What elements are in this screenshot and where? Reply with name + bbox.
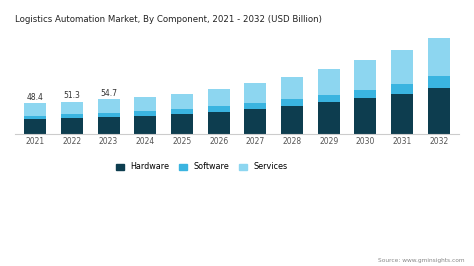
Bar (134, 111, 156, 115)
Bar (318, 69, 340, 95)
Bar (281, 106, 303, 134)
Bar (171, 109, 193, 114)
Bar (171, 94, 193, 109)
Bar (61, 102, 83, 114)
Bar (391, 84, 413, 94)
Bar (244, 83, 266, 103)
Bar (24, 119, 46, 134)
Bar (244, 109, 266, 134)
Bar (391, 94, 413, 134)
Bar (355, 98, 376, 134)
Bar (134, 115, 156, 134)
Bar (281, 77, 303, 99)
Bar (428, 38, 450, 76)
Bar (391, 50, 413, 84)
Bar (244, 103, 266, 109)
Text: 51.3: 51.3 (64, 91, 80, 100)
Bar (171, 114, 193, 134)
Bar (318, 102, 340, 134)
Text: Logistics Automation Market, By Component, 2021 - 2032 (USD Billion): Logistics Automation Market, By Componen… (15, 15, 322, 24)
Bar (281, 99, 303, 106)
Bar (208, 106, 230, 112)
Bar (98, 117, 119, 134)
Text: Source: www.gminsights.com: Source: www.gminsights.com (378, 258, 465, 263)
Bar (208, 112, 230, 134)
Bar (208, 89, 230, 106)
Bar (61, 114, 83, 118)
Text: 54.7: 54.7 (100, 89, 117, 98)
Bar (24, 103, 46, 115)
Bar (98, 113, 119, 117)
Legend: Hardware, Software, Services: Hardware, Software, Services (112, 159, 291, 175)
Bar (61, 118, 83, 134)
Bar (24, 115, 46, 119)
Bar (134, 97, 156, 111)
Bar (428, 88, 450, 134)
Bar (98, 99, 119, 113)
Bar (318, 95, 340, 102)
Text: 48.4: 48.4 (27, 93, 44, 102)
Bar (355, 60, 376, 90)
Bar (355, 90, 376, 98)
Bar (428, 76, 450, 88)
